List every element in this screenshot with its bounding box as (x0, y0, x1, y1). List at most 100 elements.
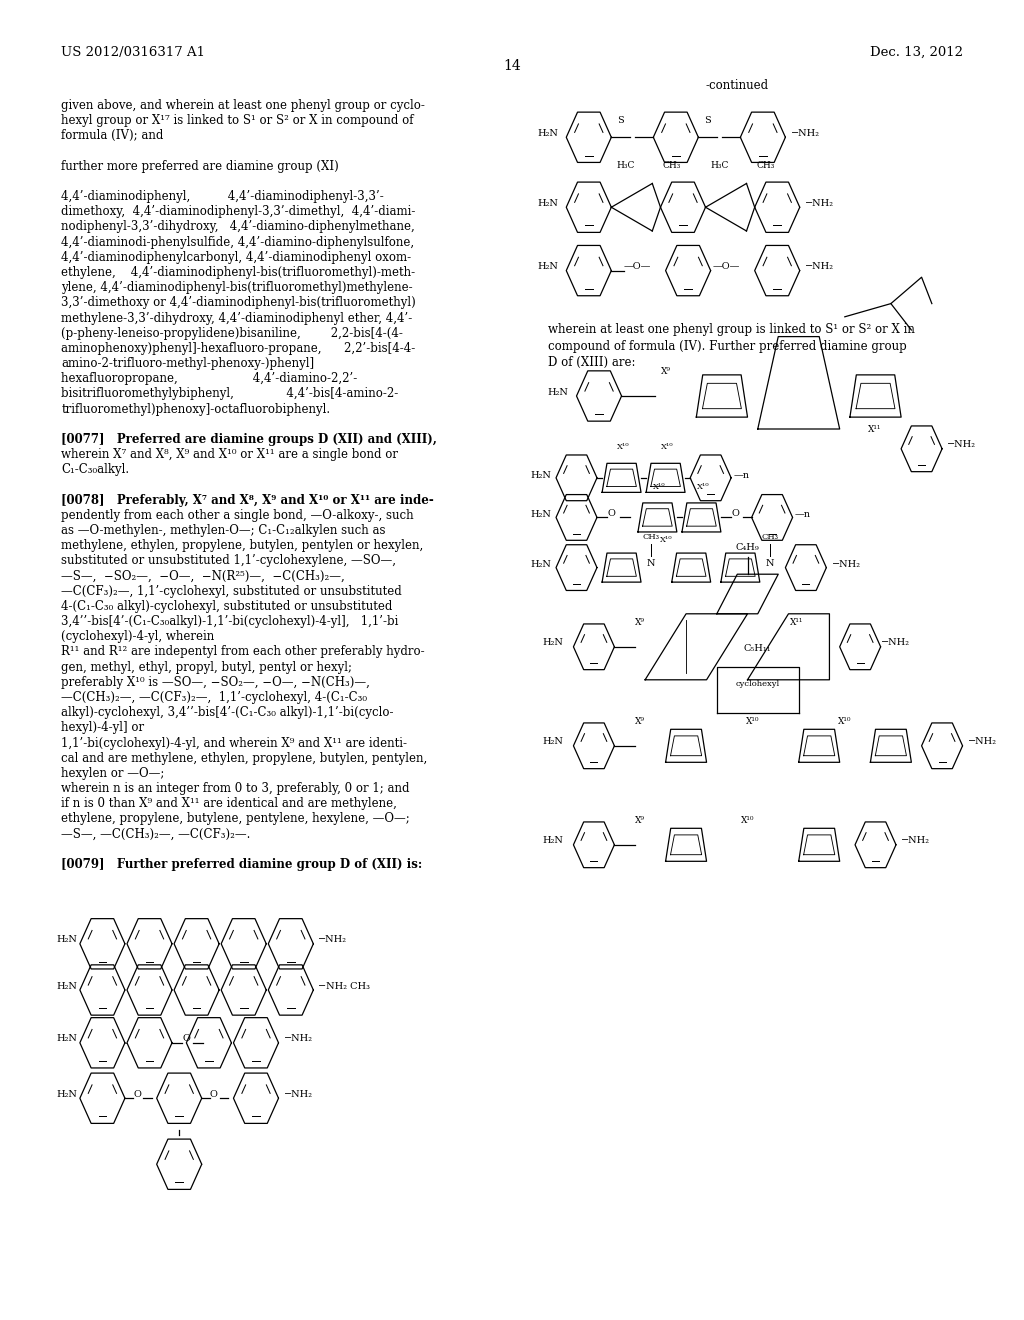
Text: O: O (182, 1035, 190, 1043)
Text: 3,3’-dimethoxy or 4,4’-diaminodiphenyl-bis(trifluoromethyl): 3,3’-dimethoxy or 4,4’-diaminodiphenyl-b… (61, 296, 416, 309)
Text: H₂N: H₂N (530, 561, 551, 569)
Text: if n is 0 than X⁹ and X¹¹ are identical and are methylene,: if n is 0 than X⁹ and X¹¹ are identical … (61, 797, 397, 810)
Text: X¹⁰: X¹⁰ (660, 536, 673, 544)
Text: wherein at least one phenyl group is linked to S¹ or S² or X in: wherein at least one phenyl group is lin… (548, 323, 914, 337)
Text: −NH₂: −NH₂ (284, 1035, 312, 1043)
Text: cal and are methylene, ethylen, propylene, butylen, pentylen,: cal and are methylene, ethylen, propylen… (61, 751, 428, 764)
Text: −NH₂: −NH₂ (791, 129, 819, 137)
Text: —C(CH₃)₂—, —C(CF₃)₂—,  1,1’-cyclohexyl, 4-(C₁-C₃₀: —C(CH₃)₂—, —C(CF₃)₂—, 1,1’-cyclohexyl, 4… (61, 692, 368, 704)
Text: cyclohexyl: cyclohexyl (735, 680, 780, 688)
Text: —n: —n (795, 511, 811, 519)
Text: H₂N: H₂N (56, 936, 77, 944)
Text: [0078]   Preferably, X⁷ and X⁸, X⁹ and X¹⁰ or X¹¹ are inde-: [0078] Preferably, X⁷ and X⁸, X⁹ and X¹⁰… (61, 494, 434, 507)
Text: 4,4’-diaminodiphenylcarbonyl, 4,4’-diaminodiphenyl oxom-: 4,4’-diaminodiphenylcarbonyl, 4,4’-diami… (61, 251, 412, 264)
Text: hexafluoropropane,                    4,4’-diamino-2,2’-: hexafluoropropane, 4,4’-diamino-2,2’- (61, 372, 357, 385)
Text: H₂N: H₂N (530, 471, 551, 479)
Text: X¹⁰: X¹⁰ (745, 717, 760, 726)
Text: substituted or unsubstituted 1,1’-cyclohexylene, —SO—,: substituted or unsubstituted 1,1’-cycloh… (61, 554, 396, 568)
Text: hexyl group or X¹⁷ is linked to S¹ or S² or X in compound of: hexyl group or X¹⁷ is linked to S¹ or S²… (61, 114, 414, 127)
Text: X¹⁰: X¹⁰ (662, 444, 674, 451)
Text: O: O (210, 1090, 218, 1098)
Text: −NH₂: −NH₂ (901, 837, 930, 845)
Text: X⁹: X⁹ (635, 816, 645, 825)
Text: aminophenoxy)phenyl]-hexafluoro-propane,      2,2’-bis[4-4-: aminophenoxy)phenyl]-hexafluoro-propane,… (61, 342, 416, 355)
Text: H₂N: H₂N (538, 199, 558, 207)
Text: gen, methyl, ethyl, propyl, butyl, pentyl or hexyl;: gen, methyl, ethyl, propyl, butyl, penty… (61, 660, 352, 673)
Text: ylene, 4,4’-diaminodiphenyl-bis(trifluoromethyl)methylene-: ylene, 4,4’-diaminodiphenyl-bis(trifluor… (61, 281, 413, 294)
Text: formula (IV); and: formula (IV); and (61, 129, 164, 143)
Text: CH₃: CH₃ (663, 161, 681, 169)
Text: X¹⁰: X¹⁰ (653, 483, 666, 491)
Text: amino-2-trifluoro-methyl-phenoxy-)phenyl]: amino-2-trifluoro-methyl-phenoxy-)phenyl… (61, 356, 314, 370)
Text: X⁹: X⁹ (635, 618, 645, 627)
Text: Dec. 13, 2012: Dec. 13, 2012 (869, 46, 963, 59)
Text: 4,4’-diaminodi-phenylsulfide, 4,4’-diamino-diphenylsulfone,: 4,4’-diaminodi-phenylsulfide, 4,4’-diami… (61, 235, 415, 248)
Text: CH₃: CH₃ (643, 533, 659, 541)
Text: S: S (617, 116, 624, 125)
Text: −NH₂: −NH₂ (831, 561, 860, 569)
Text: trifluoromethyl)phenoxy]-octafluorobiphenyl.: trifluoromethyl)phenoxy]-octafluorobiphe… (61, 403, 331, 416)
Text: X¹¹: X¹¹ (868, 425, 882, 433)
Text: X¹⁰: X¹⁰ (838, 717, 852, 726)
Text: alkyl)-cyclohexyl, 3,4’’-bis[4’-(C₁-C₃₀ alkyl)-1,1’-bi(cyclo-: alkyl)-cyclohexyl, 3,4’’-bis[4’-(C₁-C₃₀ … (61, 706, 394, 719)
Text: −NH₂: −NH₂ (881, 639, 909, 647)
Text: X¹⁰: X¹⁰ (617, 444, 630, 451)
Text: X¹⁰: X¹⁰ (740, 816, 755, 825)
Text: wherein n is an integer from 0 to 3, preferably, 0 or 1; and: wherein n is an integer from 0 to 3, pre… (61, 781, 410, 795)
Text: −NH₂: −NH₂ (805, 263, 834, 271)
Text: CH₃: CH₃ (757, 161, 775, 169)
Text: X¹¹: X¹¹ (790, 618, 803, 627)
Text: CH₃: CH₃ (762, 533, 778, 541)
Text: −NH₂: −NH₂ (968, 738, 996, 746)
Text: (cyclohexyl)-4-yl, wherein: (cyclohexyl)-4-yl, wherein (61, 630, 215, 643)
Text: H₂N: H₂N (56, 1090, 77, 1098)
Text: wherein X⁷ and X⁸, X⁹ and X¹⁰ or X¹¹ are a single bond or: wherein X⁷ and X⁸, X⁹ and X¹⁰ or X¹¹ are… (61, 447, 398, 461)
Text: 4,4’-diaminodiphenyl,          4,4’-diaminodiphenyl-3,3’-: 4,4’-diaminodiphenyl, 4,4’-diaminodiphen… (61, 190, 384, 203)
Text: compound of formula (IV). Further preferred diamine group: compound of formula (IV). Further prefer… (548, 339, 906, 352)
Text: −NH₂ CH₃: −NH₂ CH₃ (318, 982, 371, 990)
Text: 1,1’-bi(cyclohexyl)-4-yl, and wherein X⁹ and X¹¹ are identi-: 1,1’-bi(cyclohexyl)-4-yl, and wherein X⁹… (61, 737, 408, 750)
Text: H₂N: H₂N (543, 639, 563, 647)
Text: nodiphenyl-3,3’-dihydroxy,   4,4’-diamino-diphenylmethane,: nodiphenyl-3,3’-dihydroxy, 4,4’-diamino-… (61, 220, 415, 234)
Text: given above, and wherein at least one phenyl group or cyclo-: given above, and wherein at least one ph… (61, 99, 425, 112)
Text: O: O (133, 1090, 141, 1098)
Text: preferably X¹⁰ is —SO—, −SO₂—, −O—, −N(CH₃)—,: preferably X¹⁰ is —SO—, −SO₂—, −O—, −N(C… (61, 676, 371, 689)
Text: H₂N: H₂N (543, 837, 563, 845)
Text: C₄H₉: C₄H₉ (735, 543, 760, 552)
Text: methylene-3,3’-dihydroxy, 4,4’-diaminodiphenyl ether, 4,4’-: methylene-3,3’-dihydroxy, 4,4’-diaminodi… (61, 312, 413, 325)
Text: H₂N: H₂N (543, 738, 563, 746)
Text: hexyl)-4-yl] or: hexyl)-4-yl] or (61, 721, 144, 734)
Text: O: O (607, 510, 615, 517)
Text: H₂N: H₂N (538, 263, 558, 271)
Text: −NH₂: −NH₂ (805, 199, 834, 207)
Text: N: N (647, 560, 655, 568)
Text: dimethoxy,  4,4’-diaminodiphenyl-3,3’-dimethyl,  4,4’-diami-: dimethoxy, 4,4’-diaminodiphenyl-3,3’-dim… (61, 205, 416, 218)
Text: H₃C: H₃C (616, 161, 635, 169)
Text: −NH₂: −NH₂ (947, 441, 976, 449)
Text: H₂N: H₂N (538, 129, 558, 137)
Text: —C(CF₃)₂—, 1,1’-cyclohexyl, substituted or unsubstituted: —C(CF₃)₂—, 1,1’-cyclohexyl, substituted … (61, 585, 402, 598)
Text: hexylen or —O—;: hexylen or —O—; (61, 767, 165, 780)
Text: S: S (705, 116, 711, 125)
Text: [0079]   Further preferred diamine group D of (XII) is:: [0079] Further preferred diamine group D… (61, 858, 423, 871)
Text: —n: —n (733, 471, 750, 479)
Text: methylene, ethylen, propylene, butylen, pentylen or hexylen,: methylene, ethylen, propylene, butylen, … (61, 539, 424, 552)
Text: H₂N: H₂N (548, 388, 568, 396)
Text: —S—, —C(CH₃)₂—, —C(CF₃)₂—.: —S—, —C(CH₃)₂—, —C(CF₃)₂—. (61, 828, 251, 841)
Text: C₅H₁₁: C₅H₁₁ (744, 644, 771, 653)
Text: C₁-C₃₀alkyl.: C₁-C₃₀alkyl. (61, 463, 130, 477)
Text: 14: 14 (503, 59, 521, 74)
Text: H₂N: H₂N (56, 1035, 77, 1043)
Text: −NH₂: −NH₂ (284, 1090, 312, 1098)
Text: X⁹: X⁹ (660, 367, 671, 376)
Text: X⁹: X⁹ (635, 717, 645, 726)
Text: US 2012/0316317 A1: US 2012/0316317 A1 (61, 46, 206, 59)
Text: [0077]   Preferred are diamine groups D (XII) and (XIII),: [0077] Preferred are diamine groups D (X… (61, 433, 437, 446)
Text: —O—: —O— (713, 263, 740, 271)
Text: 3,4’’-bis[4’-(C₁-C₃₀alkyl)-1,1’-bi(cyclohexyl)-4-yl],   1,1’-bi: 3,4’’-bis[4’-(C₁-C₃₀alkyl)-1,1’-bi(cyclo… (61, 615, 398, 628)
Text: pendently from each other a single bond, —O-alkoxy-, such: pendently from each other a single bond,… (61, 508, 414, 521)
Text: 4-(C₁-C₃₀ alkyl)-cyclohexyl, substituted or unsubstituted: 4-(C₁-C₃₀ alkyl)-cyclohexyl, substituted… (61, 599, 393, 612)
Text: (p-pheny-leneiso-propylidene)bisaniline,        2,2-bis[4-(4-: (p-pheny-leneiso-propylidene)bisaniline,… (61, 326, 403, 339)
Text: —O—: —O— (624, 263, 651, 271)
Text: −NH₂: −NH₂ (318, 936, 347, 944)
